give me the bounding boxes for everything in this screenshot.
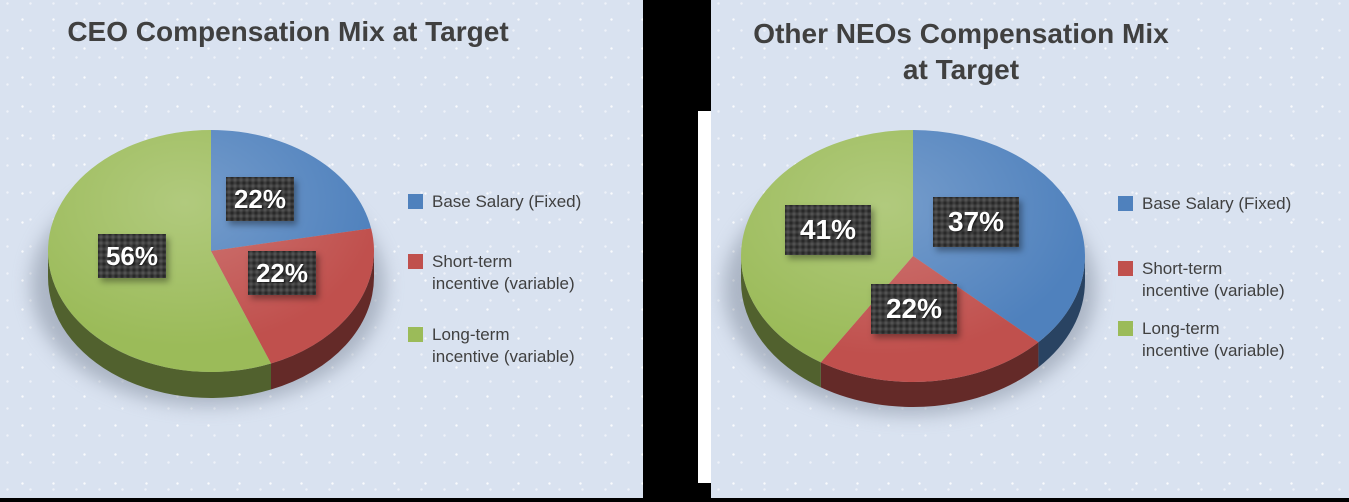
pie-side-1 — [271, 251, 374, 390]
legend-ceo: Base Salary (Fixed) Short-term incentive … — [0, 0, 643, 498]
legend-label: Long-term incentive (variable) — [432, 325, 575, 366]
pie-highlight — [741, 130, 1085, 382]
legend-swatch — [408, 254, 423, 269]
legend-label: Short-term incentive (variable) — [1142, 259, 1285, 300]
pie-side-2 — [48, 251, 272, 398]
ceo-chart-panel: CEO Compensation Mix at Target 22% 22% 56%… — [0, 0, 643, 498]
legend-swatch — [1118, 321, 1133, 336]
chart-title-ceo: CEO Compensation Mix at Target — [67, 16, 509, 47]
legend-label: Base Salary (Fixed) — [1142, 194, 1292, 213]
legend-swatch — [1118, 196, 1133, 211]
neo-chart-panel: Other NEOs Compensation Mix at Target 37… — [711, 0, 1349, 498]
legend-swatch — [1118, 261, 1133, 276]
legend-label: Short-term incentive (variable) — [432, 252, 575, 293]
legend-label: Long-term incentive (variable) — [1142, 319, 1285, 360]
legend-item-1: Short-term incentive (variable) — [1118, 258, 1285, 302]
pie-side-1 — [820, 342, 1039, 408]
legend-swatch — [408, 327, 423, 342]
legend-item-0: Base Salary (Fixed) — [1118, 193, 1291, 215]
pie-side-2 — [741, 256, 821, 388]
pie-side-0 — [1038, 256, 1085, 368]
legend-label: Base Salary (Fixed) — [432, 192, 582, 211]
legend-item-0: Base Salary (Fixed) — [408, 191, 581, 213]
legend-item-1: Short-term incentive (variable) — [408, 251, 575, 295]
legend-swatch — [408, 194, 423, 209]
legend-item-2: Long-term incentive (variable) — [408, 324, 575, 368]
legend-item-2: Long-term incentive (variable) — [1118, 318, 1285, 362]
legend-neos: Base Salary (Fixed) Short-term incentive … — [711, 0, 1349, 498]
chart-title-neos: Other NEOs Compensation Mix at Target — [753, 18, 1169, 85]
page-divider-white — [698, 111, 711, 483]
